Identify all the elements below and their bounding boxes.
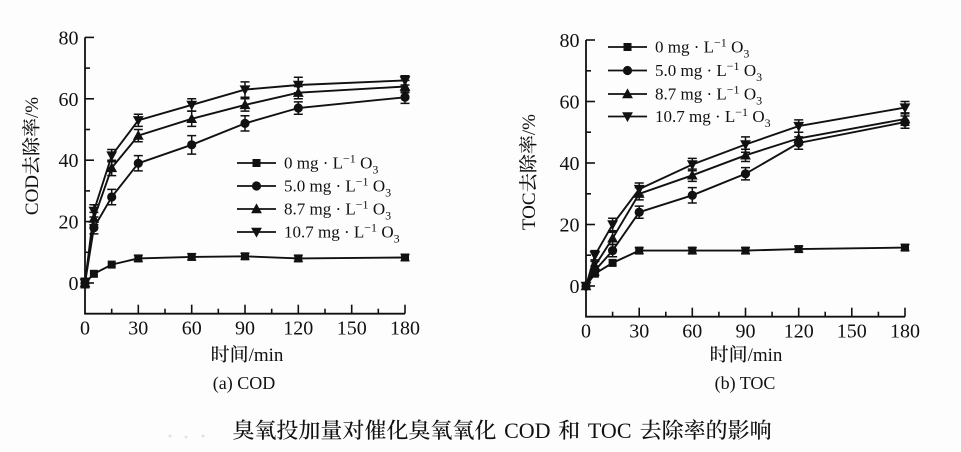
svg-text:150: 150 (337, 318, 367, 340)
svg-text:0: 0 (69, 273, 79, 295)
svg-text:60: 60 (59, 89, 79, 111)
svg-text:60: 60 (560, 92, 580, 114)
svg-text:180: 180 (390, 318, 420, 340)
svg-text:/%: /% (22, 97, 43, 118)
svg-text:80: 80 (59, 27, 79, 49)
svg-text:10.7 mg · L−1 O3: 10.7 mg · L−1 O3 (284, 221, 400, 246)
svg-text:(a) COD: (a) COD (213, 373, 275, 394)
svg-text:8.7 mg · L−1 O3: 8.7 mg · L−1 O3 (655, 83, 762, 108)
svg-text:30: 30 (128, 318, 148, 340)
svg-text:8.7 mg · L−1 O3: 8.7 mg · L−1 O3 (284, 198, 391, 223)
svg-text:TOC: TOC (519, 192, 540, 230)
svg-text:/%: /% (519, 114, 540, 135)
svg-text:TOC: TOC (588, 418, 632, 443)
svg-text:180: 180 (890, 321, 920, 343)
svg-text:150: 150 (837, 321, 867, 343)
svg-text:60: 60 (182, 318, 202, 340)
svg-text:60: 60 (682, 321, 702, 343)
svg-text:COD: COD (22, 175, 43, 215)
svg-text:0: 0 (581, 321, 591, 343)
svg-text:/min: /min (249, 345, 284, 366)
svg-text:COD: COD (504, 418, 550, 443)
svg-text:10.7 mg · L−1 O3: 10.7 mg · L−1 O3 (655, 105, 771, 130)
svg-text:120: 120 (784, 321, 814, 343)
svg-text:20: 20 (560, 215, 580, 237)
svg-text:30: 30 (629, 321, 649, 343)
svg-text:90: 90 (736, 321, 756, 343)
svg-text:0 mg · L−1 O3: 0 mg · L−1 O3 (655, 36, 749, 61)
svg-text:80: 80 (560, 30, 580, 52)
svg-text:5.0 mg · L−1 O3: 5.0 mg · L−1 O3 (655, 59, 762, 84)
svg-text:0: 0 (80, 318, 90, 340)
svg-text:0: 0 (570, 276, 580, 298)
svg-text:20: 20 (59, 212, 79, 234)
svg-text:90: 90 (235, 318, 255, 340)
svg-text:40: 40 (59, 150, 79, 172)
svg-text:120: 120 (283, 318, 313, 340)
svg-text:40: 40 (560, 153, 580, 175)
svg-text:0 mg · L−1 O3: 0 mg · L−1 O3 (284, 152, 378, 177)
svg-text:/min: /min (748, 345, 783, 366)
svg-text:(b) TOC: (b) TOC (715, 373, 776, 394)
svg-text:5.0 mg · L−1 O3: 5.0 mg · L−1 O3 (284, 175, 391, 200)
